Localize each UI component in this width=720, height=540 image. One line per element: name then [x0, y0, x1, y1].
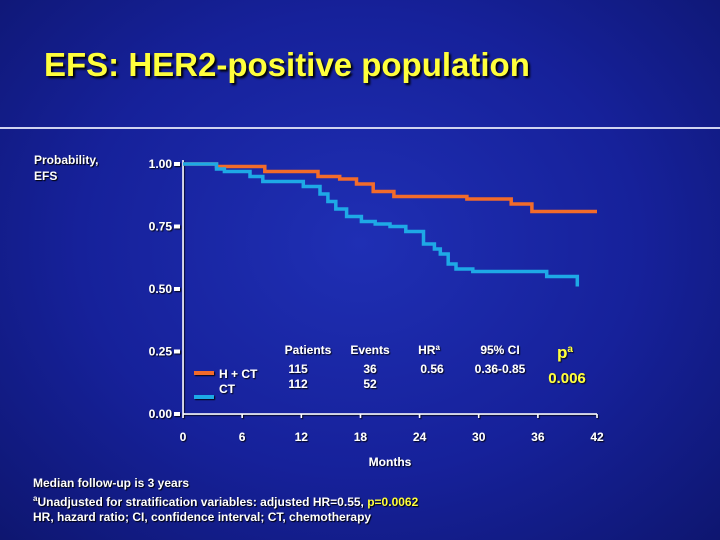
x-tick-label: 6: [239, 430, 246, 444]
y-axis-label: Probability, EFS: [34, 152, 98, 184]
y-tick-label: 1.00: [149, 157, 173, 171]
y-tick-mark: [174, 224, 180, 229]
cell-ci: 0.36-0.85: [475, 362, 526, 376]
y-tick-label: 0.25: [149, 345, 173, 359]
y-tick-mark: [174, 349, 180, 354]
cell-hr: 0.56: [420, 362, 444, 376]
footnote-line3: HR, hazard ratio; CI, confidence interva…: [33, 510, 372, 524]
footnote-p-value: p=0.0062: [367, 495, 419, 509]
footnote-line2: aUnadjusted for stratification variables…: [33, 491, 418, 510]
x-tick-label: 0: [180, 430, 187, 444]
y-tick-label: 0.75: [149, 220, 173, 234]
cell-patients-h-ct: 115: [288, 362, 308, 376]
y-tick-mark: [174, 287, 180, 291]
x-tick-label: 42: [590, 430, 604, 444]
y-axis-label-line1: Probability,: [34, 153, 99, 167]
footnote-line1: Median follow-up is 3 years: [33, 476, 190, 490]
footnote-sup: a: [33, 494, 38, 503]
y-tick-mark: [174, 162, 180, 166]
table-header-events: Events: [350, 343, 390, 357]
x-tick-label: 36: [531, 430, 545, 444]
y-tick-mark: [174, 412, 180, 416]
table-header-hr: HRa: [418, 343, 440, 357]
x-tick-label: 24: [413, 430, 427, 444]
y-tick-label: 0.00: [149, 407, 173, 421]
x-tick-label: 18: [354, 430, 368, 444]
table-header-patients: Patients: [285, 343, 332, 357]
cell-patients-ct: 112: [288, 377, 308, 391]
cell-events-h-ct: 36: [363, 362, 377, 376]
footnote-line2-text: Unadjusted for stratification variables:…: [37, 495, 368, 509]
slide-title: EFS: HER2-positive population: [44, 46, 530, 83]
x-tick-label: 30: [472, 430, 486, 444]
y-tick-label: 0.50: [149, 282, 173, 296]
table-header-ci: 95% CI: [480, 343, 519, 357]
legend-label-ct: CT: [219, 382, 236, 396]
table-header-p: pa: [557, 343, 573, 362]
legend-label-h-ct: H + CT: [219, 367, 258, 381]
cell-p: 0.006: [548, 370, 586, 387]
cell-events-ct: 52: [363, 377, 377, 391]
series-line-ct: [183, 162, 580, 287]
series-line-h-ct: [183, 162, 597, 214]
x-tick-label: 12: [295, 430, 309, 444]
title-divider: [0, 127, 720, 129]
y-axis-label-line2: EFS: [34, 169, 58, 183]
x-axis-label: Months: [369, 455, 412, 469]
footnote: Median follow-up is 3 years aUnadjusted …: [33, 476, 418, 525]
